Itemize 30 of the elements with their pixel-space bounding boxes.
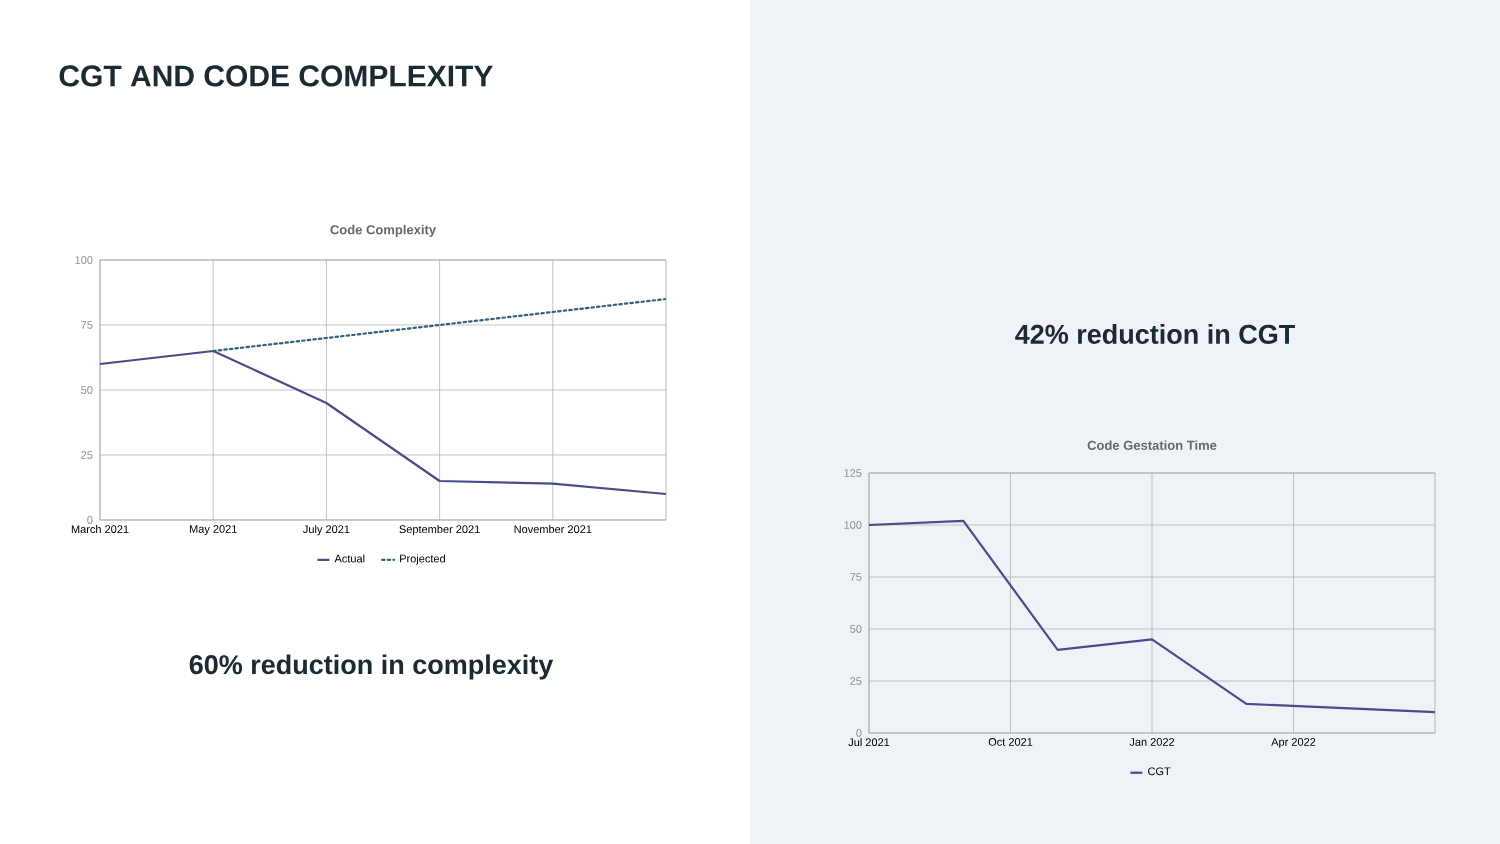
y-tick-label: 100 [844,521,862,529]
x-tick-label: Jan 2022 [1129,738,1175,746]
y-tick-label: 25 [850,677,862,685]
x-tick-label: July 2021 [303,525,350,536]
text: 60% reduction in complexity [189,654,554,680]
y-tick-label: 50 [81,386,93,394]
y-tick-label: 125 [844,469,862,477]
y-tick-label: 100 [75,256,93,264]
chart-title: Code Complexity [330,224,436,237]
x-tick-label: November 2021 [514,525,592,534]
y-tick-label: 0 [87,516,93,524]
text: 42% reduction in CGT [1015,324,1295,344]
x-tick-label: Oct 2021 [988,738,1033,746]
y-tick-label: 75 [850,573,862,581]
x-tick-label: May 2021 [189,525,237,536]
legend-label: CGT [1148,767,1171,776]
x-tick-label: Apr 2022 [1271,738,1316,749]
line-series [100,349,666,496]
legend-label: Projected [400,554,445,565]
text: CGT AND CODE COMPLEXITY [59,65,493,87]
y-tick-label: 50 [850,625,862,633]
x-tick-label: Jul 2021 [848,738,890,747]
y-tick-label: 0 [856,729,862,737]
y-tick-label: 75 [81,321,93,329]
legend-label: Actual [334,554,365,563]
chart-title: Code Gestation Time [1087,440,1217,450]
x-tick-label: September 2021 [399,525,480,536]
line-series [212,297,666,353]
x-tick-label: March 2021 [71,525,129,534]
y-tick-label: 25 [81,451,93,459]
